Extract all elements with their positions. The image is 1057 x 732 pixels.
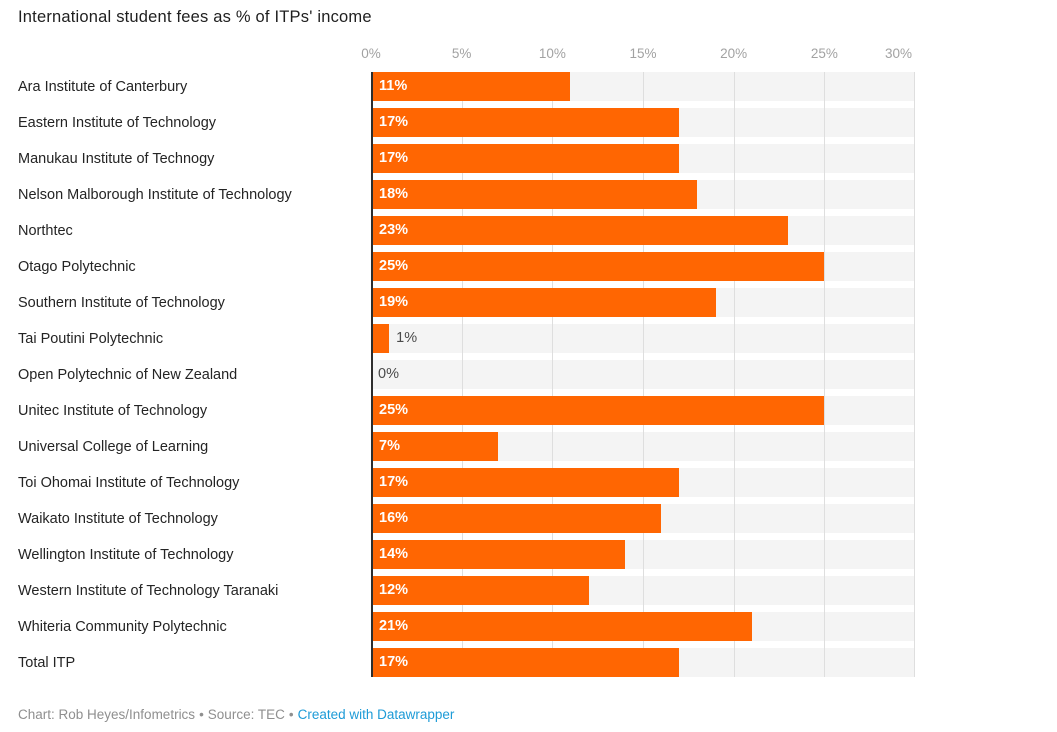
bar xyxy=(371,216,789,245)
bar xyxy=(371,468,680,497)
bar xyxy=(371,252,825,281)
category-label: Nelson Malborough Institute of Technolog… xyxy=(18,186,292,203)
bar xyxy=(371,180,698,209)
bar-value-label: 25% xyxy=(379,258,409,274)
category-label: Wellington Institute of Technology xyxy=(18,546,234,563)
gridline xyxy=(552,72,554,677)
chart-title: International student fees as % of ITPs'… xyxy=(18,8,372,26)
axis-tick-label: 15% xyxy=(629,46,657,61)
category-label: Tai Poutini Polytechnic xyxy=(18,330,164,347)
category-label: Western Institute of Technology Taranaki xyxy=(18,582,279,599)
bar-value-label: 17% xyxy=(379,654,409,670)
gridline xyxy=(733,72,735,677)
gridline xyxy=(824,72,826,677)
axis-tick-label: 25% xyxy=(810,46,838,61)
bar-value-label: 12% xyxy=(379,582,409,598)
category-label: Otago Polytechnic xyxy=(18,258,136,275)
axis-tick-label: 10% xyxy=(538,46,566,61)
x-axis: 0% 5% 10% 15% 20% 25% 30% xyxy=(361,46,915,64)
axis-tick-label: 20% xyxy=(720,46,748,61)
category-label: Southern Institute of Technology xyxy=(18,294,225,311)
category-label: Manukau Institute of Technogy xyxy=(18,150,215,167)
bar xyxy=(371,612,752,641)
category-label: Open Polytechnic of New Zealand xyxy=(18,366,238,383)
category-label: Whiteria Community Polytechnic xyxy=(18,618,227,635)
bar-value-label: 18% xyxy=(379,186,409,202)
footer-separator: • xyxy=(288,707,294,722)
bar-value-label: 23% xyxy=(379,222,409,238)
bar-value-label: 16% xyxy=(379,510,409,526)
bar xyxy=(371,108,680,137)
bar xyxy=(371,324,390,353)
category-label: Total ITP xyxy=(18,654,76,671)
category-label: Eastern Institute of Technology xyxy=(18,114,217,131)
axis-tick-label: 30% xyxy=(884,46,912,61)
gridline xyxy=(461,72,463,677)
plot-area: 11% 17% 17% 18% 23% 25% 19% 1% 0% 25% 7% 17% 16% 14% 1… xyxy=(371,72,915,677)
footer-source: Source: TEC xyxy=(207,707,285,722)
datawrapper-link[interactable]: Created with Datawrapper xyxy=(297,707,455,722)
bar xyxy=(371,648,680,677)
axis-tick-label: 5% xyxy=(451,46,472,61)
bar-value-label: 19% xyxy=(379,294,409,310)
bar xyxy=(371,576,589,605)
axis-tick-label: 0% xyxy=(361,46,381,61)
bar xyxy=(371,144,680,173)
bar xyxy=(371,72,571,101)
gridline xyxy=(643,72,644,677)
bar-value-label: 1% xyxy=(396,330,418,346)
axis-baseline xyxy=(371,72,373,677)
category-label: Waikato Institute of Technology xyxy=(18,510,218,527)
category-label: Toi Ohomai Institute of Technology xyxy=(18,474,240,491)
bar-value-label: 11% xyxy=(379,78,408,94)
bar-value-label: 14% xyxy=(379,546,409,562)
footer-credit: Chart: Rob Heyes/Infometrics xyxy=(18,707,196,722)
bar xyxy=(371,396,825,425)
category-label: Universal College of Learning xyxy=(18,438,209,455)
bar-value-label: 17% xyxy=(379,474,409,490)
bar xyxy=(371,540,625,569)
bar-value-label: 17% xyxy=(379,114,409,130)
bar-value-label: 0% xyxy=(378,366,399,382)
footer: Chart: Rob Heyes/Infometrics • Source: TEC… xyxy=(18,707,454,722)
category-label: Ara Institute of Canterbury xyxy=(18,78,188,95)
gridline xyxy=(914,72,915,677)
bar xyxy=(371,288,716,317)
footer-separator: • xyxy=(199,707,204,722)
bar-value-label: 25% xyxy=(379,402,409,418)
bar xyxy=(371,504,662,533)
bar-value-label: 17% xyxy=(379,150,409,166)
category-label: Northtec xyxy=(18,222,73,239)
category-label: Unitec Institute of Technology xyxy=(18,402,208,419)
bar-value-label: 21% xyxy=(379,618,409,634)
bar xyxy=(371,432,498,461)
bar-value-label: 7% xyxy=(379,438,400,454)
